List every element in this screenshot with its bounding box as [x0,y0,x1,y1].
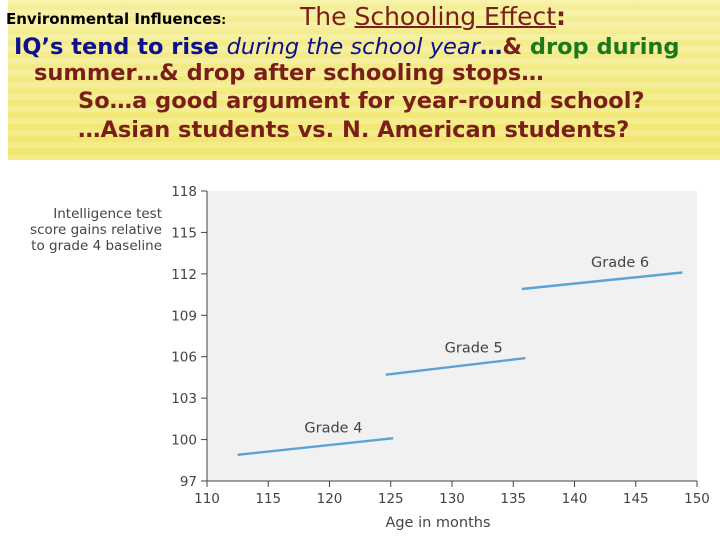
y-tick-label-1: 100 [171,433,197,449]
series-label-grade-6: Grade 6 [591,255,649,271]
y-tick-label-5: 112 [171,267,197,283]
y-tick-label-0: 97 [180,474,197,490]
series-label-grade-4: Grade 4 [304,420,362,436]
line1-ellipsis: … [479,34,503,60]
header-banner [8,0,720,160]
y-tick-label-7: 118 [171,184,197,200]
x-tick-label-1: 115 [255,491,281,507]
series-line-grade-4 [237,437,394,456]
y-tick-label-3: 106 [171,350,197,366]
title-underlined: Schooling Effect [354,2,557,31]
x-tick-label-5: 135 [500,491,526,507]
x-tick-label-8: 150 [684,491,710,507]
bullet-line-1: IQ’s tend to rise during the school year… [14,34,680,60]
y-label-line-2: score gains relative [30,222,162,238]
series-line-grade-5 [385,356,526,376]
x-tick-label-6: 140 [562,491,588,507]
x-tick-label-7: 145 [623,491,649,507]
series-label-grade-5: Grade 5 [445,340,503,356]
x-tick-label-2: 120 [317,491,343,507]
x-tick-label-4: 130 [439,491,465,507]
line1-italic: during the school year [226,34,480,60]
title-prefix: The [300,2,347,31]
y-label-line-3: to grade 4 baseline [31,238,162,254]
environmental-influences-label: Environmental Influences: [6,10,226,28]
y-label-line-1: Intelligence test [53,206,162,222]
line1-green: drop during [529,34,680,60]
bullet-line-2: summer…& drop after schooling stops… [34,60,544,86]
banner-stripes [8,0,720,160]
series-line-grade-6 [521,271,683,291]
y-tick-label-6: 115 [171,225,197,241]
chart-y-axis-label: Intelligence test score gains relative t… [10,206,162,254]
line1-start: IQ’s tend to rise [14,34,227,60]
env-label-text: Environmental Influences [6,10,222,28]
line1-ampersand: & [502,34,530,60]
plot-background [207,191,697,481]
slide-title: The Schooling Effect: [300,2,566,31]
title-colon: : [556,2,567,31]
x-tick-label-3: 125 [378,491,404,507]
bullet-line-3: So…a good argument for year-round school… [78,88,645,114]
x-tick-label-0: 110 [194,491,220,507]
bullet-line-4: …Asian students vs. N. American students… [78,117,630,143]
env-label-colon: : [221,13,227,27]
y-tick-label-4: 109 [171,308,197,324]
x-axis-label: Age in months [385,515,490,531]
y-tick-label-2: 103 [171,391,197,407]
